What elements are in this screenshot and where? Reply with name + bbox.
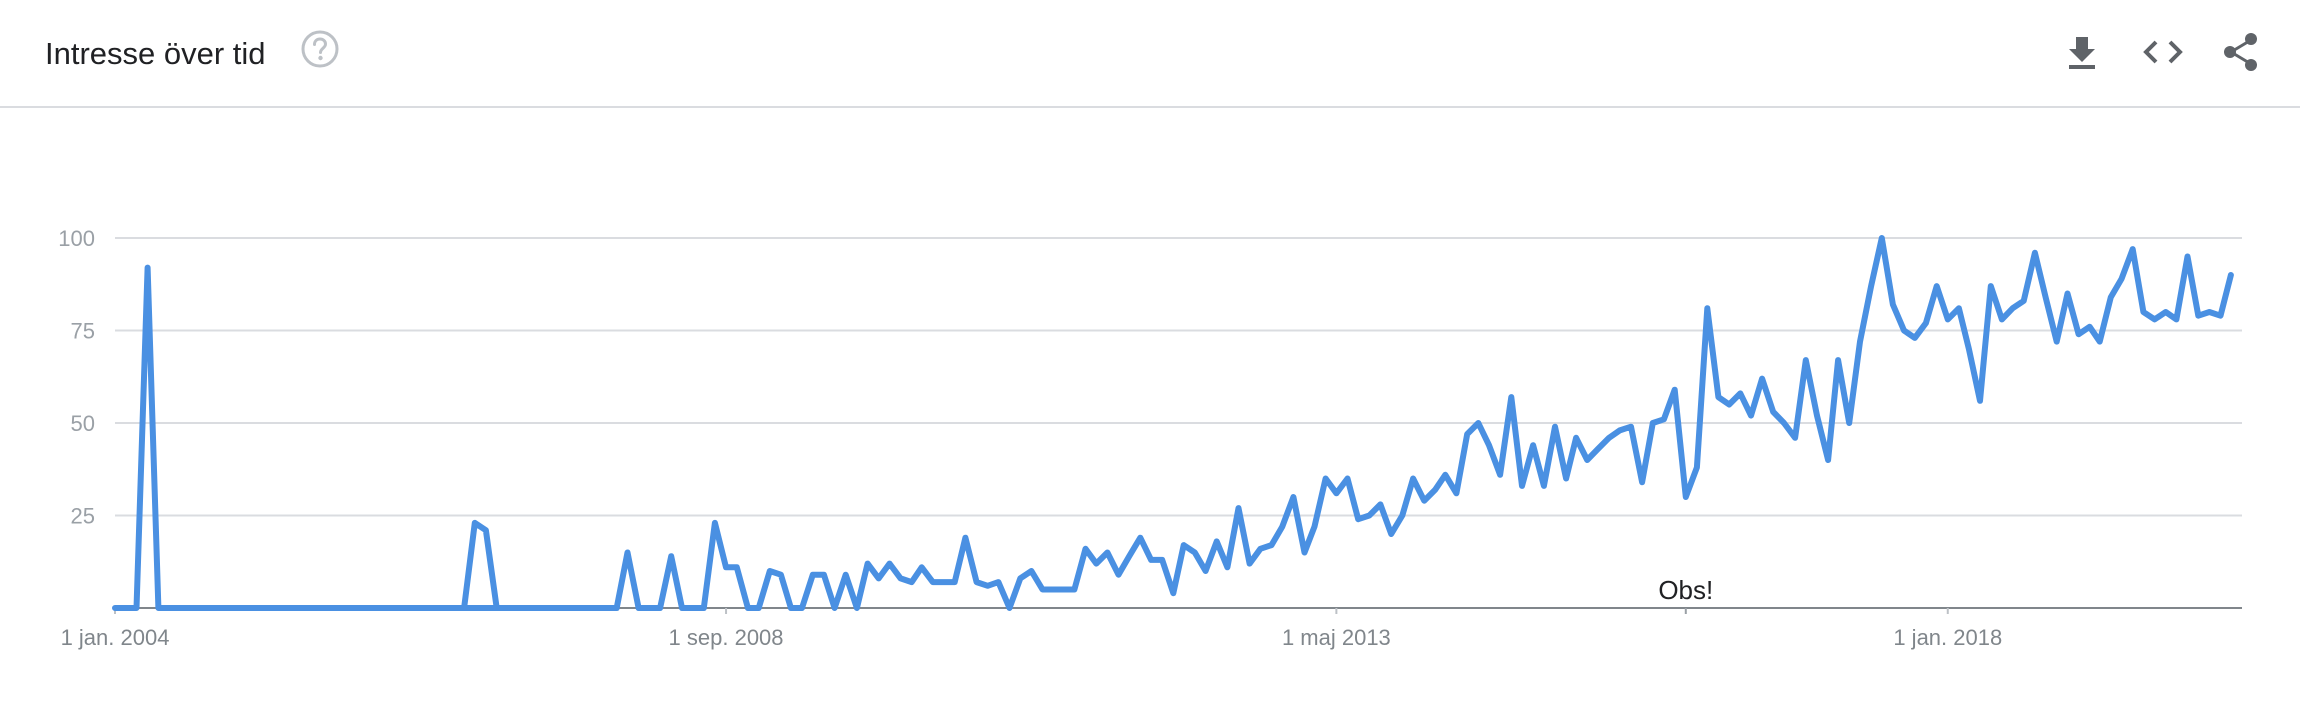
embed-code-icon[interactable] [2141,32,2183,72]
x-axis: 1 jan. 2004 1 sep. 2008 1 maj 2013 1 jan. 2… [61,607,2242,650]
x-tick-label-3: 1 jan. 2018 [1893,625,2002,650]
help-circle-icon[interactable] [300,29,340,69]
annotation-label: Obs! [1658,575,1713,605]
y-tick-label-25: 25 [71,504,95,529]
chart-header: Intresse över tid [0,0,2300,108]
interest-over-time-chart: 25 50 75 100 1 jan. 2004 1 sep. 2008 1 maj 20… [0,108,2300,702]
y-tick-label-75: 75 [71,319,95,344]
y-tick-label-50: 50 [71,411,95,436]
series-layer [112,235,2234,611]
chart-title: Intresse över tid [45,36,266,71]
line-chart-canvas: 25 50 75 100 1 jan. 2004 1 sep. 2008 1 maj 20… [58,226,2242,650]
download-icon[interactable] [2062,32,2102,72]
series-line-0 [112,235,2234,611]
x-tick-label-0: 1 jan. 2004 [61,625,170,650]
x-tick-label-1: 1 sep. 2008 [669,625,784,650]
annotation: Obs! [1658,575,1713,614]
y-tick-label-100: 100 [58,226,95,251]
y-axis-ticks: 25 50 75 100 [58,226,95,529]
grid-lines [115,237,2242,517]
share-icon[interactable] [2221,32,2261,72]
x-tick-label-2: 1 maj 2013 [1282,625,1391,650]
